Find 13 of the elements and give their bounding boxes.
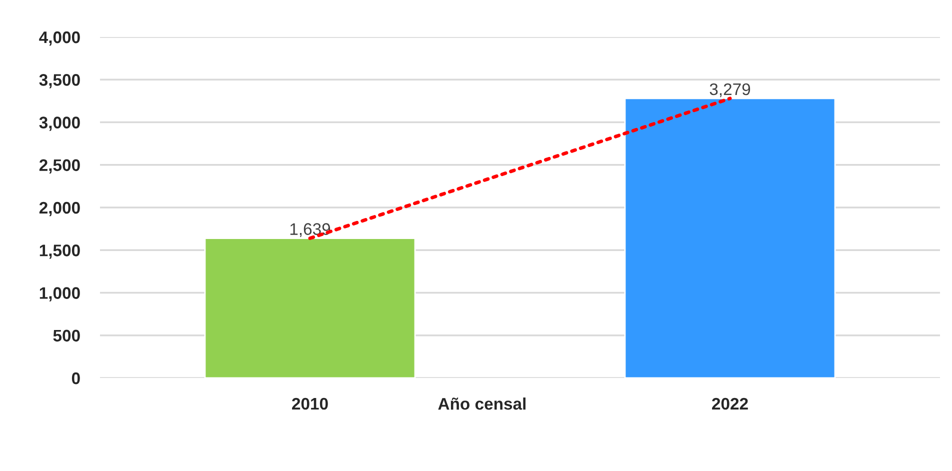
y-tick-label: 3,500 xyxy=(39,74,80,88)
x-tick-label: 2022 xyxy=(712,398,748,410)
y-tick-label: 0 xyxy=(72,372,80,384)
data-label: 3,279 xyxy=(710,83,750,98)
x-tick-label: 2010 xyxy=(292,398,328,410)
y-tick-label: 1,000 xyxy=(40,287,80,302)
y-tick-label: 1,500 xyxy=(40,244,80,259)
y-tick-label: 500 xyxy=(53,330,80,342)
y-tick-label: 3,000 xyxy=(39,116,80,131)
x-axis-title: Año censal xyxy=(438,398,526,410)
y-tick-label: 2,500 xyxy=(39,159,80,174)
y-tick-label: 4,000 xyxy=(39,31,80,46)
y-tick-label: 2,000 xyxy=(39,202,80,216)
